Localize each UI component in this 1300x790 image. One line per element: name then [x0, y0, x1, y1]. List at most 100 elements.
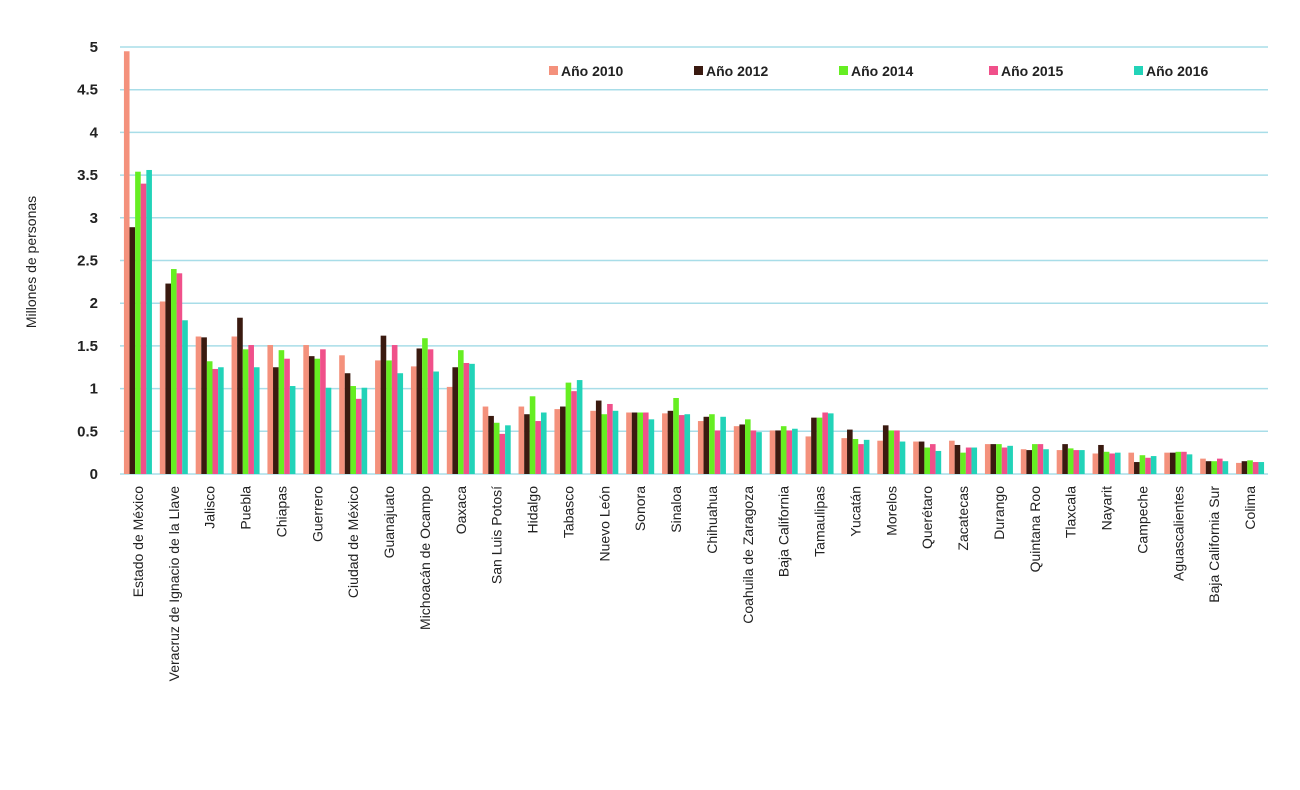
bar [391, 345, 398, 474]
bar [1164, 452, 1170, 474]
bar [929, 444, 936, 474]
bar [924, 447, 930, 474]
y-axis-label: Millones de personas [23, 196, 39, 328]
bar [171, 269, 177, 474]
bar [1026, 450, 1033, 474]
bar [201, 337, 207, 474]
y-tick-label: 1.5 [77, 338, 98, 355]
bar [1098, 444, 1104, 474]
bar [739, 424, 746, 474]
x-category-label: Chiapas [273, 486, 289, 537]
bar [314, 358, 321, 474]
bar [135, 171, 141, 474]
bar [805, 436, 812, 474]
bar [237, 317, 243, 474]
bar [1252, 462, 1259, 474]
y-tick-label: 4.5 [77, 82, 98, 99]
bar [1056, 450, 1063, 474]
bar [1092, 453, 1099, 474]
x-category-label: Tlaxcala [1063, 486, 1079, 538]
bar [1114, 452, 1121, 474]
bar [218, 367, 224, 474]
bar [642, 412, 649, 474]
bar [637, 412, 643, 474]
bar [1020, 449, 1027, 474]
bar [703, 416, 710, 474]
bar [350, 386, 356, 474]
y-tick-label: 5 [90, 39, 98, 56]
bar [769, 430, 776, 474]
legend-swatch [1134, 66, 1143, 75]
bar [1073, 450, 1080, 474]
bar [560, 406, 566, 474]
bar [427, 349, 434, 474]
bar [935, 450, 942, 474]
legend-label: Año 2012 [706, 63, 768, 79]
x-category-label: Tamaulipas [812, 486, 828, 557]
bar [278, 350, 285, 474]
bar [242, 349, 249, 474]
x-category-label: Durango [991, 486, 1007, 540]
bar [971, 447, 978, 474]
legend-label: Año 2014 [851, 63, 913, 79]
bar [499, 433, 506, 474]
bar [1103, 451, 1110, 474]
bar [1169, 452, 1176, 474]
bar [344, 373, 351, 474]
bar [469, 363, 475, 474]
bar [1236, 462, 1242, 474]
x-category-label: Yucatán [847, 486, 863, 537]
bar [231, 336, 238, 474]
bar [571, 391, 577, 474]
bar [1258, 462, 1265, 474]
bar [1062, 444, 1068, 474]
bar [253, 367, 260, 474]
bar [535, 421, 541, 474]
x-category-label: Tabasco [560, 486, 576, 538]
legend-label: Año 2016 [1146, 63, 1208, 79]
bar [355, 398, 362, 474]
bar [576, 380, 583, 474]
legend-label: Año 2015 [1001, 63, 1063, 79]
x-category-label: Jalisco [202, 486, 218, 529]
bar [284, 358, 290, 474]
bar [1139, 455, 1146, 474]
bar [339, 355, 345, 474]
bar [1175, 451, 1182, 474]
bar [858, 444, 864, 474]
bar [397, 373, 404, 474]
bar [1222, 461, 1229, 474]
bar [1200, 458, 1206, 474]
y-tick-label: 0.5 [77, 423, 98, 440]
x-category-label: Puebla [238, 486, 254, 530]
bar [248, 345, 254, 474]
bar [1205, 461, 1212, 474]
bar [996, 444, 1002, 474]
bar [786, 430, 793, 474]
bar [852, 438, 859, 474]
y-tick-label: 1 [90, 381, 98, 398]
x-category-label: Estado de México [130, 486, 146, 597]
bar [416, 348, 423, 474]
bar [1181, 451, 1187, 474]
bar [320, 349, 326, 474]
bar [775, 430, 781, 474]
x-category-label: Morelos [883, 486, 899, 536]
bar [1145, 457, 1151, 474]
bar [505, 425, 511, 474]
x-category-label: Nuevo León [596, 486, 612, 562]
bar [140, 183, 147, 474]
y-tick-label: 3.5 [77, 167, 98, 184]
bar [954, 444, 961, 474]
y-tick-label: 2 [90, 295, 98, 312]
x-category-label: Zacatecas [955, 486, 971, 551]
bar [673, 397, 679, 474]
x-category-label: Oaxaca [453, 486, 469, 534]
x-category-label: Campeche [1134, 486, 1150, 554]
x-axis-categories: Estado de México Veracruz de Ignacio de l… [130, 486, 1258, 682]
bar [750, 430, 757, 474]
bar [714, 430, 721, 474]
x-category-label: Colima [1242, 486, 1258, 530]
bar [965, 447, 972, 474]
